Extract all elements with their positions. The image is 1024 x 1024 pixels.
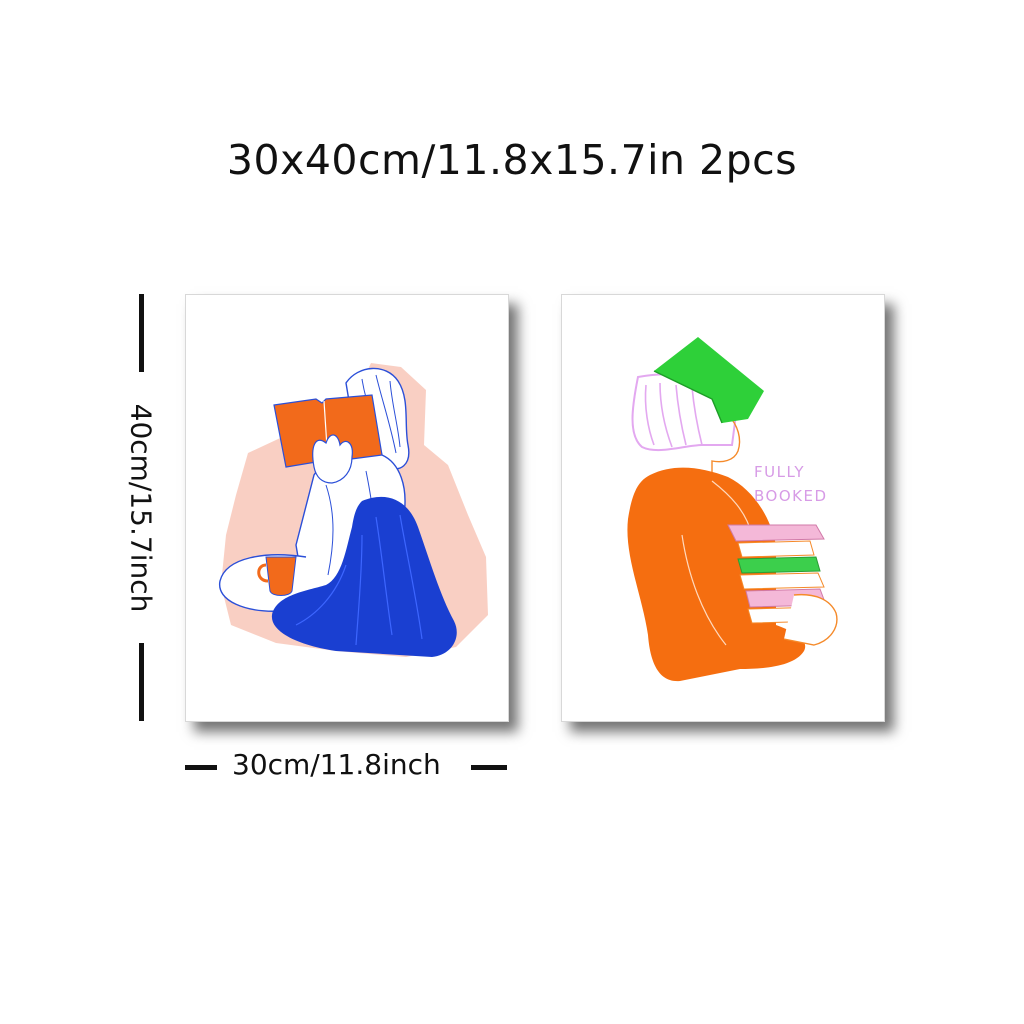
hand-outline [312,434,353,484]
orange-sweater [627,467,806,682]
green-book-on-head [654,337,764,423]
width-dimension-bar-left [185,765,217,770]
blue-blanket [271,496,457,657]
face-outline [711,414,741,481]
orange-mug [265,556,297,596]
poster-reading-woman [185,294,509,722]
booked-text: BOOKED [754,487,828,505]
reading-woman-illustration [219,363,488,657]
height-dimension-label: 40cm/15.7inch [124,403,158,613]
fully-text: FULLY [754,463,805,481]
height-dimension-bar-bottom [139,643,144,721]
orange-book [273,394,383,468]
height-dimension-bar-top [139,294,144,372]
headline: 30x40cm/11.8x15.7in 2pcs [226,136,798,184]
poster-fully-booked: FULLY BOOKED [561,294,885,722]
width-dimension-label: 30cm/11.8inch [232,748,441,781]
width-dimension-bar-right [471,765,507,770]
hand-outline [783,593,838,646]
fully-booked-illustration: FULLY BOOKED [627,337,838,682]
